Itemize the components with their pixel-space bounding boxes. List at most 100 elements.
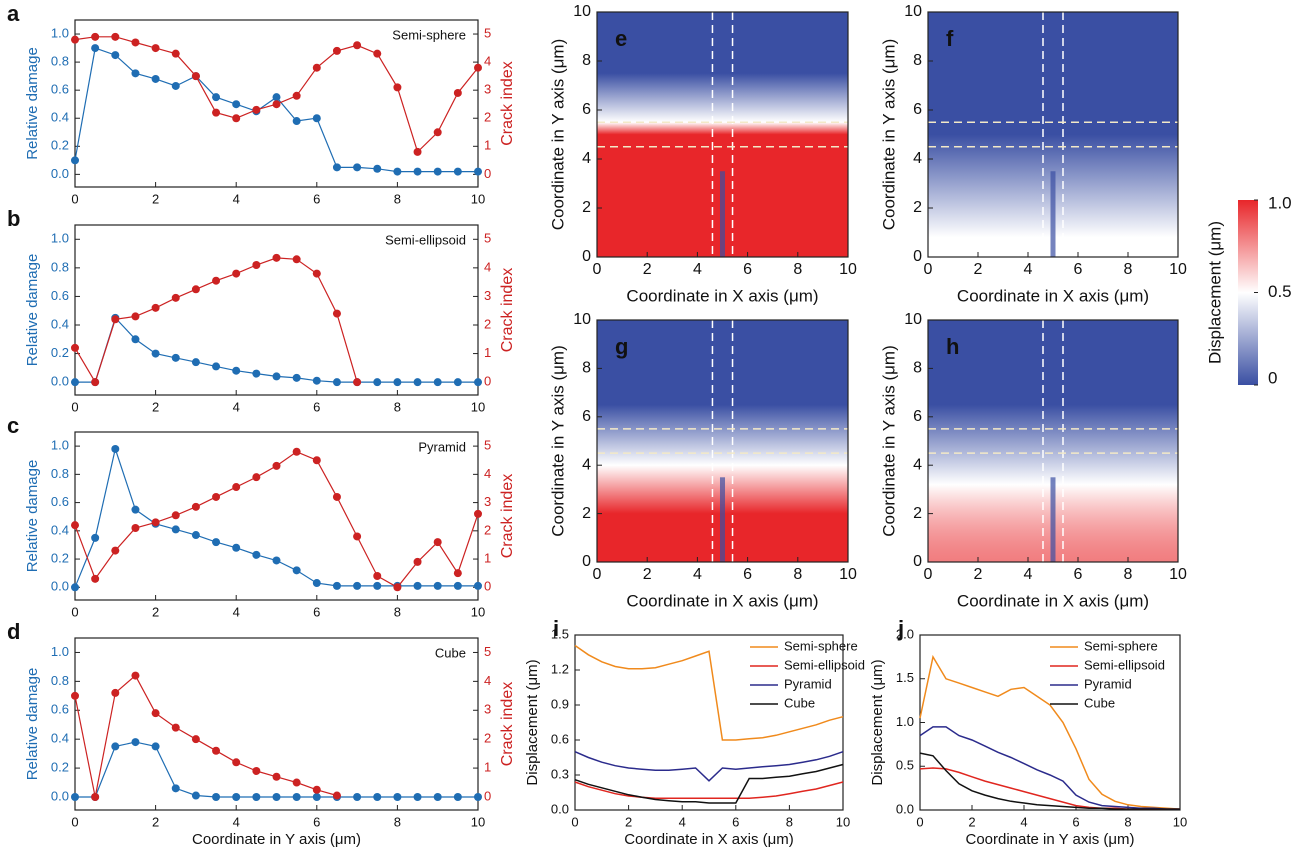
panel-letter: h <box>946 334 959 359</box>
y-axis-label: Relative damage <box>24 668 41 781</box>
y-tick-label: 0.6 <box>51 288 69 303</box>
data-point <box>292 117 301 126</box>
data-point <box>433 792 442 801</box>
data-point <box>212 746 221 755</box>
data-point <box>312 785 321 794</box>
data-point <box>91 792 100 801</box>
x-tick-label: 4 <box>1020 814 1027 829</box>
data-point <box>71 792 79 801</box>
data-point <box>272 100 281 109</box>
y-axis-label: Coordinate in Y axis (μm) <box>879 345 898 537</box>
y-tick-label: 2 <box>913 505 922 522</box>
data-point <box>171 723 180 732</box>
x-tick-label: 8 <box>1124 261 1133 278</box>
x-tick-label: 6 <box>313 814 320 829</box>
y-tick-label: 8 <box>582 52 591 69</box>
data-point <box>252 473 261 482</box>
data-point <box>232 269 241 278</box>
x-tick-label: 10 <box>471 191 485 206</box>
legend-label: Cube <box>784 695 815 710</box>
x-tick-label: 6 <box>313 399 320 414</box>
y2-axis-label: Crack index <box>499 61 516 145</box>
data-point <box>272 461 281 470</box>
data-point <box>151 742 160 751</box>
data-point <box>91 533 100 542</box>
data-point <box>312 579 321 588</box>
data-point <box>232 543 241 552</box>
y2-tick-label: 1 <box>484 345 491 360</box>
y-tick-label: 4 <box>913 150 922 167</box>
data-point <box>212 276 221 285</box>
y-tick-label: 0.0 <box>51 374 69 389</box>
x-tick-label: 8 <box>793 566 802 583</box>
data-point <box>474 378 482 387</box>
y2-tick-label: 2 <box>484 110 491 125</box>
y-tick-label: 0 <box>913 553 922 570</box>
data-point <box>373 378 382 387</box>
y-tick-label: 0.6 <box>51 494 69 509</box>
y-tick-label: 0 <box>582 248 591 265</box>
y-tick-label: 0.2 <box>51 345 69 360</box>
x-axis-label: Coordinate in X axis (μm) <box>957 591 1149 610</box>
panel-annotation: Semi-sphere <box>392 27 466 42</box>
data-point <box>91 378 100 387</box>
data-point <box>232 792 241 801</box>
legend-label: Cube <box>1084 695 1115 710</box>
x-tick-label: 8 <box>1124 814 1131 829</box>
data-point <box>453 88 462 97</box>
data-point <box>171 81 180 90</box>
x-tick-label: 6 <box>743 261 752 278</box>
x-axis-label: Coordinate in X axis (μm) <box>626 591 818 610</box>
data-point <box>191 502 200 511</box>
y-tick-label: 0.8 <box>51 54 69 69</box>
y-tick-label: 0.2 <box>51 550 69 565</box>
x-tick-label: 4 <box>233 604 240 619</box>
x-tick-label: 6 <box>313 604 320 619</box>
legend-label: Semi-sphere <box>1084 638 1158 653</box>
x-tick-label: 4 <box>1024 566 1033 583</box>
data-point <box>131 312 140 321</box>
data-point <box>131 69 140 78</box>
legend-label: Semi-sphere <box>784 638 858 653</box>
x-tick-label: 2 <box>974 261 983 278</box>
data-point <box>433 581 442 590</box>
plot-frame <box>596 319 849 563</box>
data-point <box>91 574 100 583</box>
y-tick-label: 0.0 <box>51 166 69 181</box>
data-point <box>272 772 281 781</box>
data-point <box>111 546 120 555</box>
x-tick-label: 2 <box>152 604 159 619</box>
data-point <box>252 550 261 559</box>
plot-frame <box>927 319 1179 563</box>
y2-tick-label: 5 <box>484 25 491 40</box>
y2-tick-label: 0 <box>484 166 491 181</box>
x-tick-label: 6 <box>1072 814 1079 829</box>
plot-frame <box>74 431 479 601</box>
x-tick-label: 0 <box>71 399 78 414</box>
y-tick-label: 0 <box>582 553 591 570</box>
data-point <box>312 114 321 123</box>
series-line <box>574 750 844 782</box>
x-tick-label: 2 <box>152 191 159 206</box>
data-point <box>252 261 261 269</box>
y-tick-label: 4 <box>913 456 922 473</box>
x-tick-label: 4 <box>693 261 702 278</box>
x-axis-label: Coordinate in X axis (μm) <box>957 286 1149 305</box>
y2-tick-label: 5 <box>484 438 491 453</box>
x-tick-label: 8 <box>394 399 401 414</box>
data-point <box>413 581 422 590</box>
y-tick-label: 8 <box>582 360 591 377</box>
data-point <box>353 532 362 541</box>
panel-letter: j <box>897 616 904 641</box>
y-tick-label: 6 <box>582 408 591 425</box>
y-tick-label: 1.0 <box>896 714 914 729</box>
data-point <box>413 167 422 176</box>
plot-frame <box>574 634 844 811</box>
y-axis-label: Displacement (μm) <box>524 659 541 785</box>
y-tick-label: 0.0 <box>51 788 69 803</box>
data-point <box>373 572 382 580</box>
data-point <box>413 378 422 387</box>
x-tick-label: 10 <box>839 566 857 583</box>
series-line <box>919 654 1181 810</box>
data-point <box>393 583 402 592</box>
